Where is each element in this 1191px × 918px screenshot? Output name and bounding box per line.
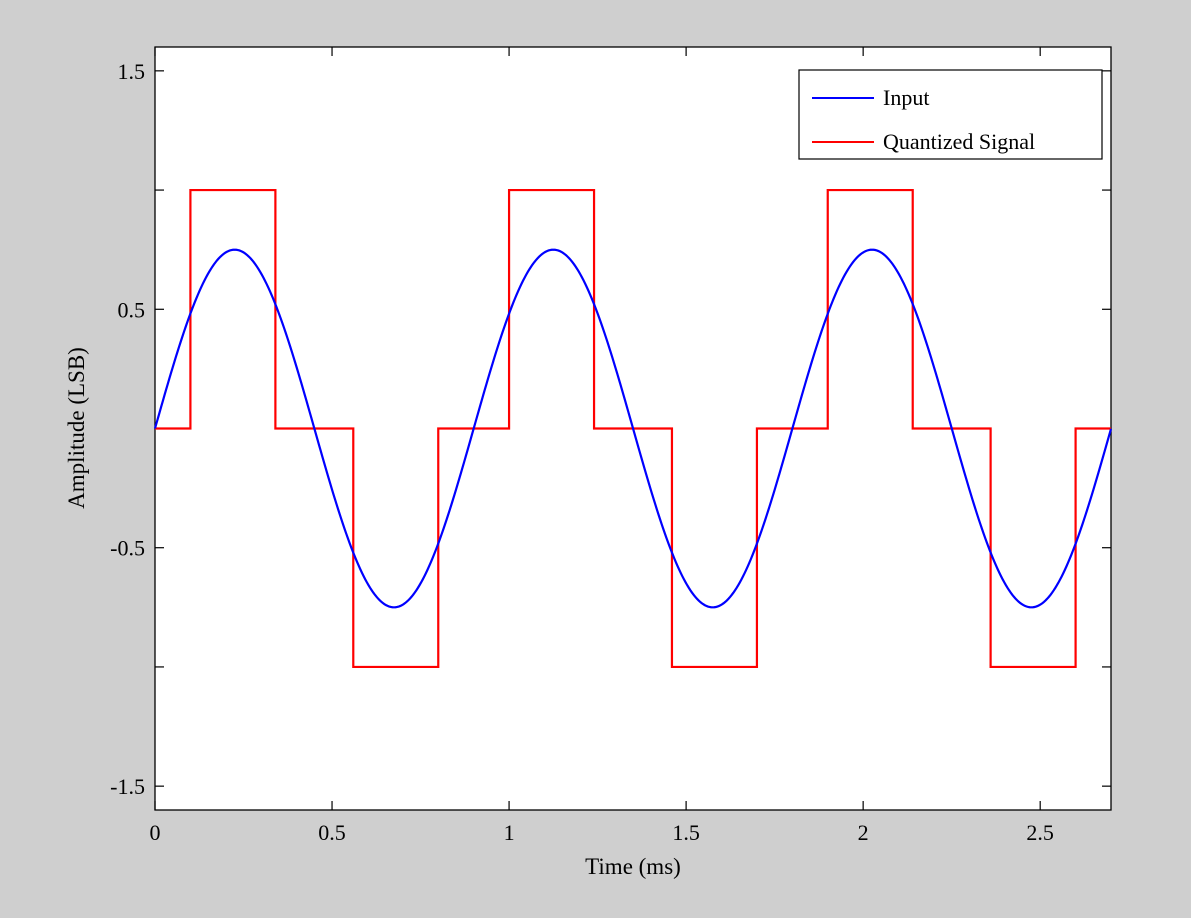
x-tick-label: 0: [150, 820, 161, 845]
y-tick-label: 0.5: [118, 297, 146, 322]
x-axis-label: Time (ms): [585, 854, 681, 879]
y-tick-label: -1.5: [110, 774, 145, 799]
legend-box: [798, 69, 1103, 160]
series-layer: [153, 188, 1113, 669]
x-tick-label: 0.5: [318, 820, 346, 845]
y-tick-label: 1.5: [118, 59, 146, 84]
legend-label-input: Input: [883, 85, 929, 110]
tick-labels: 0 0.5 1 1.5 2 2.5 1.5 0.5 -0.5 -1.5: [110, 59, 1054, 845]
x-tick-label: 1: [504, 820, 515, 845]
series-input: [153, 248, 1113, 609]
x-tick-label: 2.5: [1026, 820, 1054, 845]
legend-label-quantized: Quantized Signal: [883, 129, 1035, 154]
legend: Input Quantized Signal: [798, 69, 1103, 160]
y-tick-label: -0.5: [110, 536, 145, 561]
y-axis-label: Amplitude (LSB): [64, 347, 89, 509]
x-tick-label: 2: [858, 820, 869, 845]
x-tick-label: 1.5: [672, 820, 700, 845]
